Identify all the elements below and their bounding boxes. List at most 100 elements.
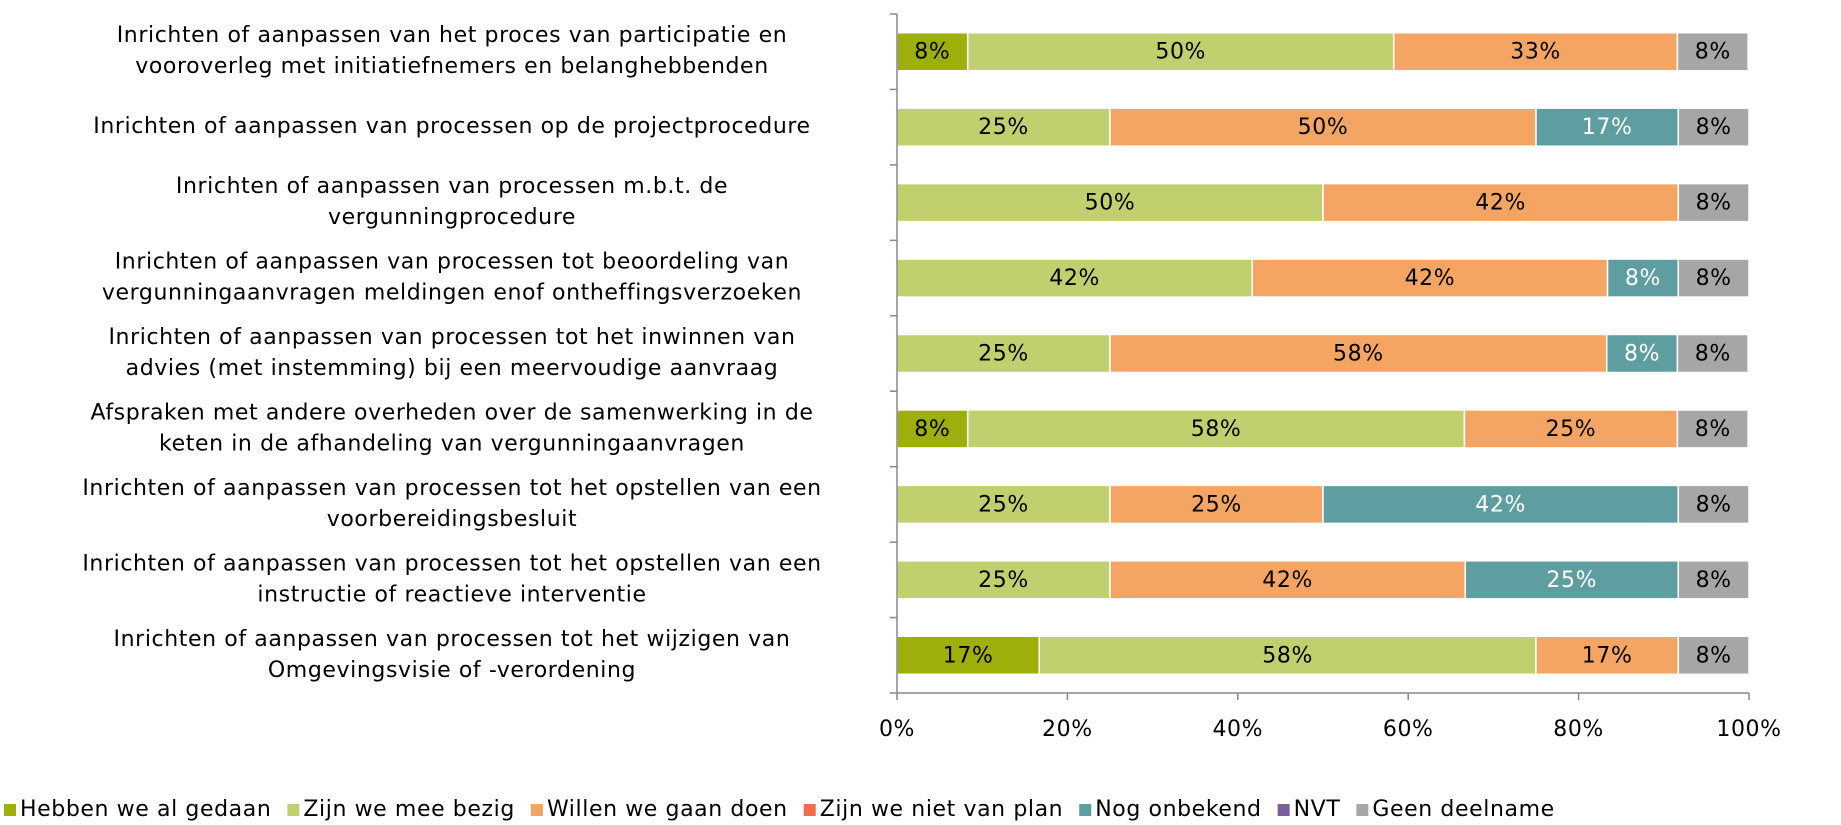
- category-label: Inrichten of aanpassen van processen op …: [93, 114, 810, 139]
- bar-segment: [1463, 409, 1679, 449]
- category-label: Inrichten of aanpassen van processen tot…: [114, 627, 791, 683]
- category-line: vergunningaanvragen meldingen enof onthe…: [102, 281, 802, 306]
- category-line: vooroverleg met initiatiefnemers en bela…: [135, 54, 769, 79]
- bar-segment: [896, 409, 969, 449]
- bar-segment: [1109, 107, 1537, 147]
- data-label: 17%: [1582, 115, 1633, 140]
- data-label: 8%: [1695, 342, 1731, 367]
- category-label: Inrichten of aanpassen van processen m.b…: [176, 174, 728, 230]
- data-label: 8%: [1696, 115, 1732, 140]
- category-label: Afspraken met andere overheden over de s…: [90, 400, 813, 456]
- category-line: Inrichten of aanpassen van processen tot…: [82, 476, 821, 501]
- category-line: voorbereidingsbesluit: [327, 507, 578, 532]
- data-label: 8%: [914, 40, 950, 65]
- x-tick-label: 80%: [1553, 717, 1604, 742]
- data-label: 50%: [1298, 115, 1349, 140]
- bar-segment: [896, 560, 1111, 600]
- data-label: 33%: [1510, 40, 1561, 65]
- category-label: Inrichten of aanpassen van processen tot…: [82, 476, 821, 532]
- category-line: Omgevingsvisie of -verordening: [268, 658, 636, 683]
- category-line: advies (met instemming) bij een meervoud…: [126, 356, 779, 381]
- data-label: 42%: [1049, 266, 1100, 291]
- legend-swatch: [803, 804, 816, 816]
- data-label: 42%: [1405, 266, 1456, 291]
- bar-segment: [1251, 258, 1609, 298]
- data-label: 8%: [1696, 191, 1732, 216]
- bar-segment: [1109, 484, 1324, 525]
- category-label: Inrichten of aanpassen van processen tot…: [108, 325, 795, 381]
- bar-segment: [966, 409, 1466, 449]
- bar-segment: [966, 31, 1395, 72]
- bar-segment: [1535, 107, 1680, 147]
- data-label: 58%: [1262, 643, 1313, 668]
- x-tick-label: 40%: [1212, 717, 1263, 742]
- bar-segment: [896, 107, 1111, 147]
- bar-segment: [1677, 635, 1750, 676]
- bar-segment: [1606, 258, 1680, 298]
- legend-label: Hebben we al gedaan: [20, 797, 271, 822]
- category-line: Inrichten of aanpassen van processen tot…: [82, 551, 821, 576]
- legend-swatch: [1079, 804, 1092, 816]
- bar-segment: [1392, 31, 1679, 72]
- x-tick-label: 60%: [1383, 717, 1434, 742]
- bar-segment: [1322, 182, 1680, 223]
- category-line: Inrichten of aanpassen van processen tot…: [115, 250, 790, 275]
- x-tick-label: 20%: [1042, 717, 1093, 742]
- data-label: 8%: [1624, 342, 1660, 367]
- data-label: 17%: [1582, 643, 1633, 668]
- bar-segment: [1109, 333, 1608, 374]
- legend-swatch: [530, 804, 543, 816]
- data-label: 25%: [1546, 568, 1597, 593]
- legend-label: NVT: [1294, 797, 1341, 822]
- category-line: Inrichten of aanpassen van processen tot…: [114, 627, 791, 652]
- data-label: 17%: [943, 643, 994, 668]
- category-line: Inrichten of aanpassen van het proces va…: [117, 23, 788, 48]
- data-label: 58%: [1333, 342, 1384, 367]
- category-line: Inrichten of aanpassen van processen tot…: [108, 325, 795, 350]
- data-label: 25%: [1191, 492, 1242, 517]
- bar-segment: [1677, 258, 1750, 298]
- data-label: 25%: [978, 492, 1029, 517]
- category-label: Inrichten of aanpassen van het proces va…: [117, 23, 788, 79]
- data-label: 58%: [1191, 417, 1242, 442]
- bar-segment: [1535, 635, 1680, 676]
- category-label: Inrichten of aanpassen van processen tot…: [102, 250, 802, 306]
- legend-label: Zijn we niet van plan: [820, 797, 1064, 822]
- data-label: 8%: [1695, 417, 1731, 442]
- data-label: 42%: [1475, 492, 1526, 517]
- data-label: 8%: [914, 417, 950, 442]
- data-label: 25%: [978, 568, 1029, 593]
- data-label: 50%: [1085, 191, 1136, 216]
- legend-label: Nog onbekend: [1095, 797, 1261, 822]
- bar-segment: [1676, 409, 1749, 449]
- data-label: 25%: [978, 115, 1029, 140]
- bar-segment: [1677, 484, 1750, 525]
- bar-segment: [1676, 333, 1749, 374]
- bar-segment: [1677, 182, 1750, 223]
- data-label: 50%: [1155, 40, 1206, 65]
- bar-segment: [1676, 31, 1749, 72]
- x-tick-label: 100%: [1716, 717, 1781, 742]
- bar-segment: [1677, 107, 1750, 147]
- category-label: Inrichten of aanpassen van processen tot…: [82, 551, 821, 607]
- legend-label: Zijn we mee bezig: [303, 797, 515, 822]
- category-line: Inrichten of aanpassen van processen m.b…: [176, 174, 728, 199]
- data-label: 8%: [1696, 266, 1732, 291]
- data-label: 8%: [1625, 266, 1661, 291]
- data-label: 8%: [1695, 40, 1731, 65]
- bar-segment: [1677, 560, 1750, 600]
- data-label: 25%: [1546, 417, 1597, 442]
- data-label: 8%: [1696, 568, 1732, 593]
- legend-label: Geen deelname: [1372, 797, 1554, 822]
- bar-segment: [896, 258, 1254, 298]
- data-label: 42%: [1475, 191, 1526, 216]
- data-label: 8%: [1696, 492, 1732, 517]
- data-label: 25%: [978, 342, 1029, 367]
- legend-swatch: [1356, 804, 1369, 816]
- category-line: keten in de afhandeling van vergunningaa…: [159, 431, 745, 456]
- data-label: 42%: [1262, 568, 1313, 593]
- legend-label: Willen we gaan doen: [547, 797, 788, 822]
- category-line: instructie of reactieve interventie: [257, 582, 646, 607]
- data-label: 8%: [1696, 643, 1732, 668]
